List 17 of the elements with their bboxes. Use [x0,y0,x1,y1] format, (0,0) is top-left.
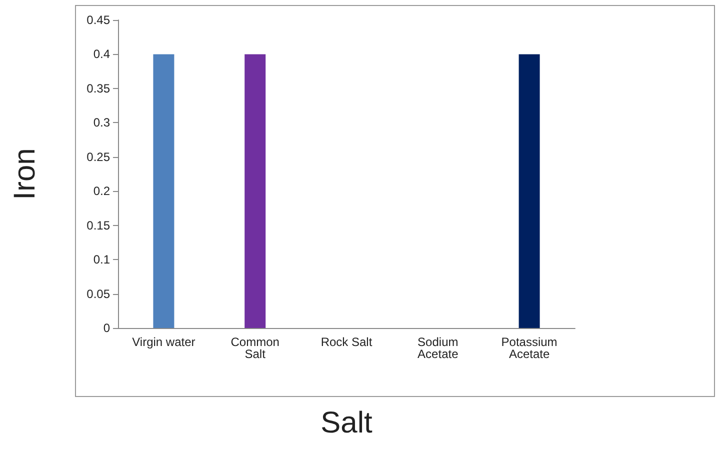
y-axis-title: Iron [8,148,42,200]
x-tick-label: Rock Salt [320,335,373,349]
y-tick-label: 0.25 [86,150,110,164]
x-axis-title: Salt [320,406,374,440]
y-tick-label: 0.1 [93,252,110,267]
y-tick-label: 0.45 [86,13,110,27]
y-tick-label: 0.4 [93,47,110,62]
x-tick-label: Virgin water [132,335,196,349]
y-tick-label: 0.3 [93,116,110,130]
y-tick-label: 0.15 [86,218,110,232]
x-tick-label: Sodium Acetate [418,335,459,361]
y-tick-label: 0.05 [86,286,110,301]
x-tick-label: Potassium Acetate [501,335,558,361]
y-tick-label: 0.2 [93,184,110,198]
y-tick-label: 0 [103,321,110,335]
y-tick-label: 0.35 [86,81,110,96]
x-tick-label: Common Salt [230,335,280,361]
